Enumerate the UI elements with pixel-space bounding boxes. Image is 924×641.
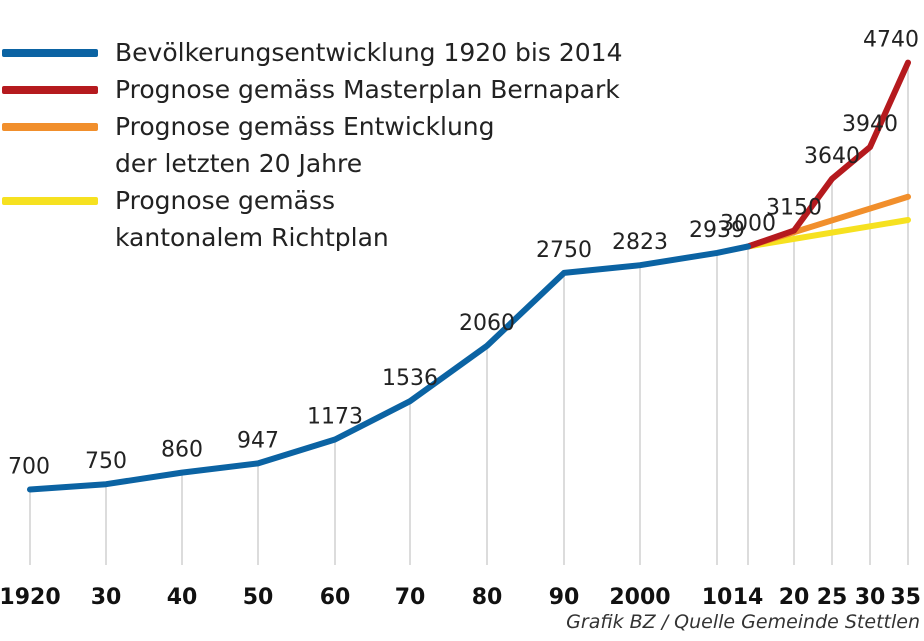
data-label: 2939 (689, 218, 745, 243)
legend-label: Prognose gemäss (115, 186, 335, 215)
legend-swatch (2, 123, 98, 131)
x-tick-label: 90 (549, 585, 580, 610)
data-label: 860 (161, 438, 203, 463)
legend-swatch (2, 49, 98, 57)
x-tick-label: 2000 (609, 585, 670, 610)
data-label: 3000 (720, 211, 776, 236)
series-line (745, 59, 911, 250)
x-tick-label: 30 (855, 585, 886, 610)
series-line (27, 243, 751, 493)
x-tick-label: 40 (167, 585, 198, 610)
x-tick-label: 10 (702, 585, 733, 610)
data-label: 1536 (382, 366, 438, 391)
data-label: 3150 (766, 196, 822, 221)
x-tick-label: 60 (320, 585, 351, 610)
legend-label: Prognose gemäss Masterplan Bernapark (115, 75, 620, 104)
x-tick-label: 14 (733, 585, 764, 610)
legend-label: Bevölkerungsentwicklung 1920 bis 2014 (115, 38, 623, 67)
x-tick-label: 1920 (0, 585, 61, 610)
x-tick-label: 50 (243, 585, 274, 610)
data-label: 1173 (307, 405, 363, 430)
data-label: 4740 (863, 28, 919, 53)
data-label: 2750 (536, 238, 592, 263)
x-tick-label: 30 (91, 585, 122, 610)
data-label: 2823 (612, 230, 668, 255)
data-label: 3640 (804, 144, 860, 169)
x-tick-label: 70 (395, 585, 426, 610)
legend-label: Prognose gemäss Entwicklung (115, 112, 495, 141)
x-tick-label: 25 (817, 585, 848, 610)
x-tick-label: 20 (779, 585, 810, 610)
source-credit: Grafik BZ / Quelle Gemeinde Stettlen (566, 611, 920, 633)
data-label: 700 (8, 455, 50, 480)
data-label: 750 (85, 449, 127, 474)
legend-label: der letzten 20 Jahre (115, 149, 363, 178)
data-label: 3940 (842, 112, 898, 137)
data-label: 2060 (459, 311, 515, 336)
x-tick-label: 35 (890, 585, 921, 610)
legend-swatch (2, 197, 98, 205)
x-tick-label: 80 (472, 585, 503, 610)
data-label: 947 (237, 428, 279, 453)
legend-label: kantonalem Richtplan (115, 223, 389, 252)
series-line (745, 217, 911, 250)
legend-swatch (2, 86, 98, 94)
